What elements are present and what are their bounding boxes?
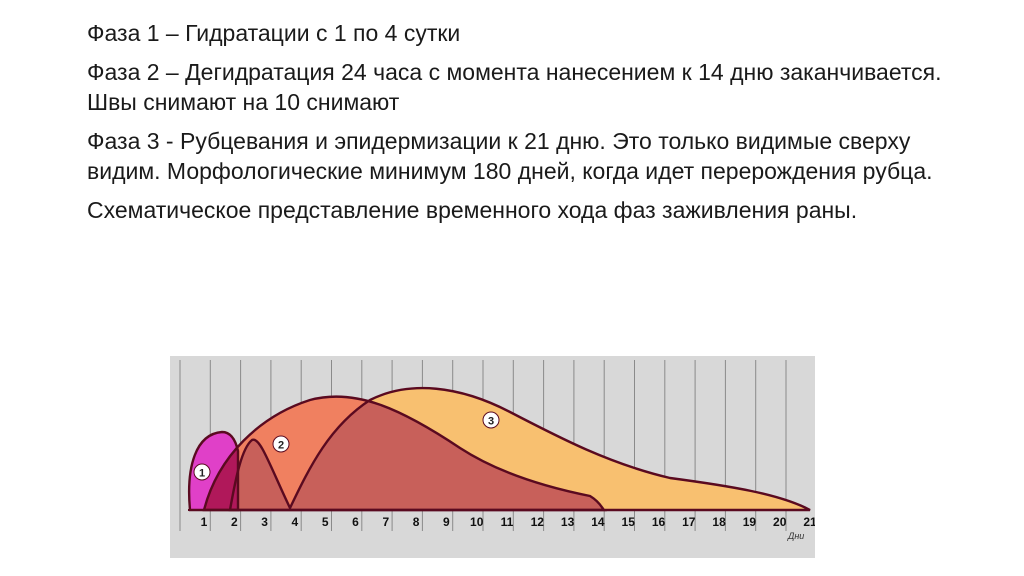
day-tick-label: 2 — [231, 515, 238, 529]
day-tick-label: 7 — [382, 515, 389, 529]
days-unit-label: Дни — [787, 531, 804, 541]
day-tick-label: 18 — [712, 515, 726, 529]
phase-3-text: Фаза 3 - Рубцевания и эпидермизации к 21… — [87, 128, 933, 184]
slide-text: Фаза 1 – Гидратации с 1 по 4 сутки Фаза … — [87, 18, 967, 234]
day-tick-label: 20 — [773, 515, 787, 529]
phase-2-badge — [272, 435, 290, 453]
phase-3-marker: 3 — [482, 411, 500, 429]
day-tick-label: 1 — [201, 515, 208, 529]
phase-2-text: Фаза 2 – Дегидратация 24 часа с момента … — [87, 59, 942, 115]
day-tick-label: 10 — [470, 515, 484, 529]
phase-1-text: Фаза 1 – Гидратации с 1 по 4 сутки — [87, 20, 461, 46]
day-tick-label: 16 — [652, 515, 666, 529]
day-tick-label: 6 — [352, 515, 359, 529]
day-tick-label: 8 — [413, 515, 420, 529]
day-tick-label: 3 — [261, 515, 268, 529]
phase-3-label: 3 — [488, 416, 494, 428]
phase-3-badge — [482, 411, 500, 429]
phase-2-label: 2 — [278, 440, 284, 452]
day-tick-label: 21 — [803, 515, 815, 529]
day-tick-label: 5 — [322, 515, 329, 529]
wound-healing-diagram: 1 2 3 1 2 3 4 5 6 7 8 9 10 11 12 13 14 15 16 17 18 19 20 21 … — [170, 356, 848, 558]
diagram-svg: 1 2 3 1 2 3 4 5 6 7 8 9 10 11 12 13 14 15 16 17 18 19 20 21 … — [170, 356, 848, 558]
day-tick-label: 12 — [531, 515, 545, 529]
day-tick-label: 9 — [443, 515, 450, 529]
day-tick-label: 14 — [591, 515, 605, 529]
diagram-caption: Схематическое представление временного х… — [87, 197, 858, 223]
phase-1-badge — [193, 463, 211, 481]
phase-1-label: 1 — [199, 468, 205, 480]
day-tick-label: 13 — [561, 515, 575, 529]
phase-1-marker: 1 — [193, 463, 211, 481]
day-tick-label: 17 — [682, 515, 696, 529]
day-labels: 1 2 3 4 5 6 7 8 9 10 11 12 13 14 15 16 17 18 19 20 21 — [201, 515, 817, 529]
day-tick-label: 4 — [292, 515, 299, 529]
day-tick-label: 15 — [622, 515, 636, 529]
day-tick-label: 19 — [743, 515, 757, 529]
phase-2-marker: 2 — [272, 435, 290, 453]
day-tick-label: 11 — [501, 515, 514, 529]
